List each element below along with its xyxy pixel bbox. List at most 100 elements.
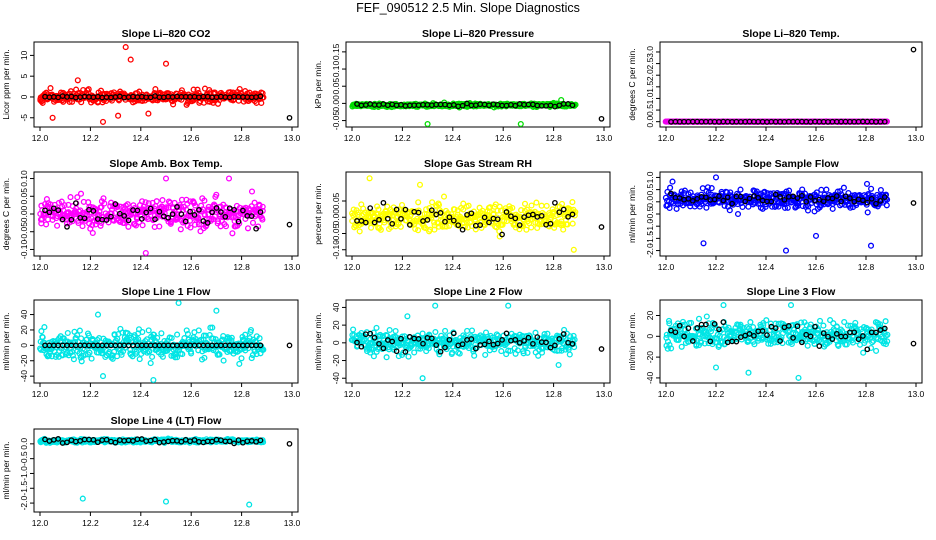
reference-point: [759, 328, 766, 334]
data-point: [111, 348, 118, 355]
data-point: [523, 226, 530, 233]
data-point: [147, 360, 154, 367]
x-tick-label: 12.8: [858, 389, 875, 399]
reference-point: [742, 198, 749, 205]
y-tick-label: 0: [19, 343, 29, 348]
data-point: [436, 351, 443, 358]
data-point: [159, 353, 166, 360]
reference-point: [81, 215, 88, 222]
data-point: [260, 94, 267, 101]
y-tick-label: 2.0: [645, 69, 655, 81]
data-point: [829, 205, 836, 212]
outlier-point: [99, 373, 107, 380]
data-point: [543, 202, 550, 209]
x-tick-label: 12.2: [394, 133, 411, 143]
reference-point: [777, 338, 783, 344]
data-point: [781, 204, 789, 211]
reference-point: [525, 334, 532, 341]
data-point: [681, 187, 688, 194]
data-point: [811, 340, 818, 348]
data-point: [734, 201, 741, 208]
reference-point: [481, 341, 488, 348]
data-point: [75, 219, 82, 227]
reference-point: [512, 336, 519, 343]
x-tick-label: 12.2: [82, 262, 99, 272]
x-tick-label: 12.2: [708, 133, 725, 143]
data-point: [145, 200, 152, 207]
reference-point: [547, 220, 554, 227]
y-tick-label: 0.0: [645, 196, 655, 208]
data-point: [734, 210, 742, 218]
x-tick-label: 12.4: [133, 518, 150, 528]
reference-point: [868, 195, 875, 202]
reference-point: [459, 226, 466, 233]
panel-title: Slope Gas Stream RH: [424, 158, 532, 170]
reference-point: [508, 213, 514, 220]
reference-point: [240, 207, 246, 214]
reference-point: [873, 200, 879, 207]
data-point: [379, 333, 387, 340]
data-point: [212, 336, 219, 343]
data-point: [823, 186, 830, 193]
data-point: [159, 197, 166, 204]
data-point: [465, 202, 472, 209]
data-point: [528, 224, 535, 231]
data-point: [229, 230, 236, 237]
data-point: [74, 194, 81, 201]
data-point: [703, 204, 710, 211]
x-tick-label: 12.8: [545, 389, 562, 399]
reference-point: [64, 223, 70, 230]
y-tick-label: -40: [331, 372, 341, 385]
data-point: [67, 194, 74, 201]
data-point: [139, 198, 146, 205]
y-tick-label: 1.0: [645, 92, 655, 104]
reference-point: [437, 348, 444, 355]
reference-point: [376, 216, 382, 223]
reference-point: [152, 436, 158, 443]
data-point: [771, 203, 779, 210]
x-tick-label: 12.6: [183, 518, 200, 528]
reference-point: [450, 330, 457, 337]
x-tick-label: 12.4: [445, 389, 462, 399]
x-tick-label: 12.6: [495, 389, 512, 399]
reference-point: [672, 329, 679, 336]
reference-point: [209, 209, 215, 216]
data-point: [356, 228, 363, 235]
reference-point: [772, 191, 779, 198]
data-point: [569, 220, 576, 227]
outlier-point: [366, 175, 373, 182]
reference-point: [755, 194, 762, 201]
data-point: [195, 221, 202, 228]
outlier-point: [700, 240, 707, 247]
reference-point: [785, 323, 792, 329]
scatter-panel: Slope Li–820 Temp.degrees C per min.12.0…: [627, 28, 925, 143]
data-point: [198, 336, 205, 343]
outlier-point: [79, 495, 86, 502]
reference-point: [42, 207, 48, 214]
reference-point: [257, 209, 264, 215]
y-tick-label: 3.0: [645, 46, 655, 58]
y-tick-label: -0.10: [19, 239, 29, 259]
x-tick-label: 12.0: [32, 133, 49, 143]
outlier-point: [782, 247, 790, 254]
y-tick-label: 2.5: [645, 57, 655, 69]
reference-point: [716, 193, 722, 199]
data-point: [818, 186, 825, 193]
data-point: [415, 199, 422, 206]
reference-point: [503, 330, 510, 337]
trailing-point: [598, 346, 605, 352]
reference-point: [851, 198, 858, 205]
y-tick-label: 0: [331, 340, 341, 345]
data-point: [708, 191, 715, 198]
reference-point: [499, 231, 505, 238]
y-tick-label: 0.00: [331, 95, 341, 112]
reference-point: [860, 197, 866, 204]
outlier-point: [122, 44, 129, 51]
reference-point: [446, 214, 453, 221]
data-point: [171, 199, 178, 206]
outlier-point: [812, 232, 820, 239]
outlier-point: [720, 302, 727, 309]
y-tick-label: -5: [19, 114, 29, 122]
data-point: [664, 338, 672, 345]
y-tick-label: -0.05: [331, 111, 341, 131]
